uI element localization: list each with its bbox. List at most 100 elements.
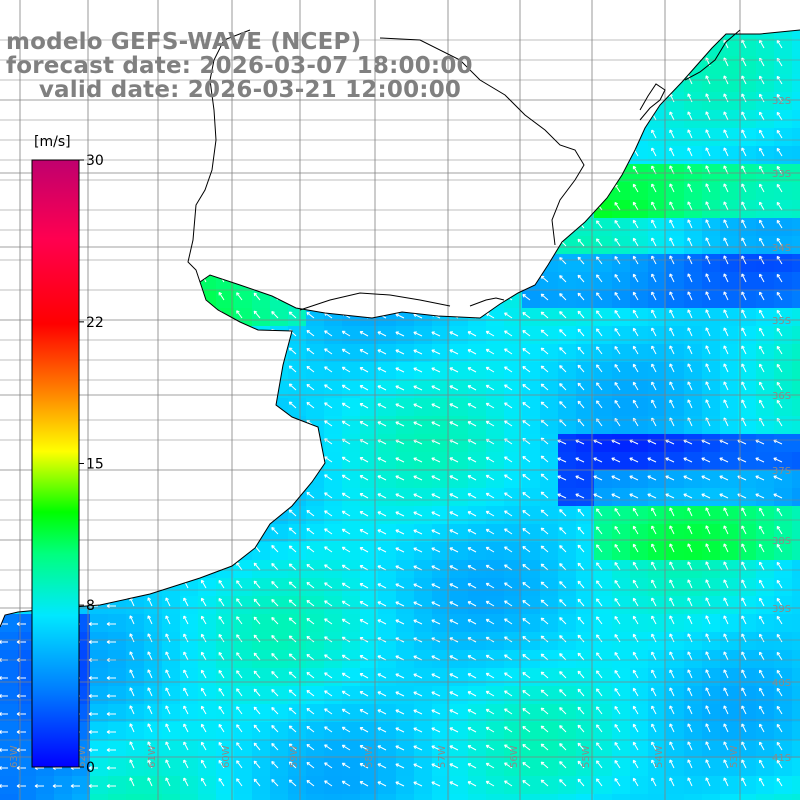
wind-cell <box>414 506 433 525</box>
wind-arrow <box>759 183 765 193</box>
wind-cell <box>594 416 613 435</box>
wind-arrow <box>540 311 549 319</box>
wind-cell <box>594 794 613 800</box>
wind-arrow <box>359 367 369 373</box>
wind-arrow <box>614 274 621 283</box>
wind-cell <box>792 218 800 237</box>
wind-cell <box>522 794 541 800</box>
wind-arrow <box>288 311 297 319</box>
wind-arrow <box>776 147 783 157</box>
wind-arrow <box>759 93 765 103</box>
wind-cell <box>522 362 541 381</box>
wind-cell <box>666 542 685 561</box>
wind-cell <box>738 632 757 651</box>
wind-arrow <box>306 311 315 319</box>
wind-cell <box>126 704 145 723</box>
wind-cell <box>450 398 469 417</box>
wind-cell <box>414 416 433 435</box>
wind-cell <box>432 794 451 800</box>
wind-cell <box>378 344 397 363</box>
wind-cell <box>486 308 505 327</box>
wind-cell <box>738 704 757 723</box>
wind-cell <box>378 506 397 525</box>
wind-cell <box>630 794 649 800</box>
wind-arrow <box>306 347 315 355</box>
wind-cell <box>414 398 433 417</box>
wind-cell <box>306 488 325 507</box>
wind-cell <box>576 452 595 471</box>
wind-cell <box>306 542 325 561</box>
wind-cell <box>738 398 757 417</box>
lat-label: 39S <box>772 604 791 615</box>
wind-arrow <box>776 309 783 319</box>
wind-cell <box>684 614 703 633</box>
wind-cell <box>720 776 739 795</box>
wind-cell <box>378 632 397 651</box>
wind-cell <box>90 686 109 705</box>
wind-cell <box>702 308 721 327</box>
wind-cell <box>540 704 559 723</box>
wind-cell <box>666 200 685 219</box>
wind-cell <box>342 740 361 759</box>
wind-cell <box>738 110 757 129</box>
wind-arrow <box>359 331 369 337</box>
wind-cell <box>468 686 487 705</box>
wind-cell <box>432 614 451 633</box>
wind-cell <box>108 794 127 800</box>
wind-arrow <box>741 291 747 301</box>
wind-cell <box>774 30 793 39</box>
wind-cell <box>666 614 685 633</box>
wind-arrow <box>596 364 603 373</box>
wind-cell <box>792 542 800 561</box>
wind-cell <box>486 416 505 435</box>
wind-cell <box>342 524 361 543</box>
wind-cell <box>666 596 685 615</box>
wind-cell <box>432 362 451 381</box>
wind-cell <box>576 272 595 291</box>
wind-cell <box>702 272 721 291</box>
wind-cell <box>342 380 361 399</box>
wind-cell <box>342 542 361 561</box>
wind-cell <box>450 740 469 759</box>
wind-cell <box>450 650 469 669</box>
wind-cell <box>486 596 505 615</box>
wind-arrow <box>723 183 729 193</box>
wind-cell <box>396 668 415 687</box>
wind-cell <box>630 272 649 291</box>
wind-cell <box>360 758 379 777</box>
wind-cell <box>522 596 541 615</box>
wind-arrow <box>632 309 639 319</box>
wind-cell <box>738 272 757 291</box>
wind-cell <box>684 290 703 309</box>
wind-arrow <box>395 313 405 319</box>
wind-cell <box>360 416 379 435</box>
wind-cell <box>396 632 415 651</box>
wind-cell <box>738 434 757 453</box>
wind-cell <box>324 596 343 615</box>
wind-cell <box>630 398 649 417</box>
lat-label: 33S <box>772 169 791 180</box>
wind-cell <box>450 452 469 471</box>
wind-cell <box>630 740 649 759</box>
wind-cell <box>144 722 163 741</box>
colorbar-tick-label: 30 <box>86 153 104 169</box>
wind-cell <box>720 110 739 129</box>
wind-cell <box>738 668 757 687</box>
wind-cell <box>252 758 271 777</box>
wind-cell <box>270 668 289 687</box>
wind-cell <box>522 506 541 525</box>
wind-arrow <box>759 57 765 67</box>
wind-cell <box>198 794 217 800</box>
wind-cell <box>504 740 523 759</box>
wind-cell <box>414 488 433 507</box>
wind-cell <box>738 614 757 633</box>
wind-cell <box>576 542 595 561</box>
wind-cell <box>504 542 523 561</box>
wind-cell <box>630 200 649 219</box>
wind-cell <box>576 488 595 507</box>
wind-cell <box>792 38 800 57</box>
wind-arrow <box>669 363 675 373</box>
wind-cell <box>414 362 433 381</box>
wind-cell <box>306 758 325 777</box>
wind-cell <box>702 758 721 777</box>
